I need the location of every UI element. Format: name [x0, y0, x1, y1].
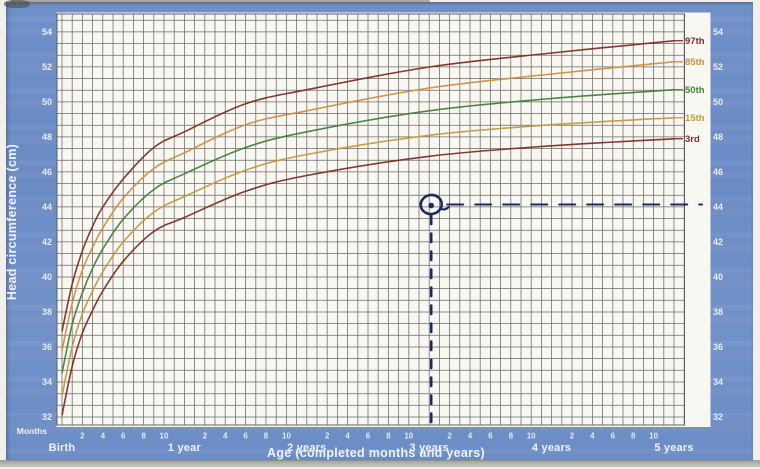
x-minor-tick-54: 6 — [611, 432, 616, 441]
y-tick-right-48: 48 — [713, 132, 723, 142]
x-year-label-5: 5 years — [654, 442, 693, 454]
percentile-label-97th: 97th — [685, 36, 705, 47]
x-minor-tick-50: 2 — [570, 432, 575, 441]
x-minor-tick-30: 6 — [366, 432, 371, 441]
y-tick-right-46: 46 — [713, 167, 723, 177]
x-minor-tick-38: 2 — [447, 432, 452, 441]
x-minor-tick-58: 10 — [649, 432, 658, 441]
x-minor-tick-20: 8 — [264, 432, 269, 441]
x-minor-tick-10: 10 — [160, 432, 169, 441]
y-tick-left-44: 44 — [42, 202, 52, 212]
y-tick-right-52: 52 — [713, 62, 723, 72]
x-minor-tick-40: 4 — [468, 432, 473, 441]
x-minor-tick-32: 8 — [386, 432, 391, 441]
x-minor-tick-8: 8 — [141, 432, 146, 441]
scan-artifact-corner-smudge — [4, 0, 30, 8]
x-year-label-2: 2 years — [287, 442, 326, 454]
annotation-circle — [419, 193, 443, 216]
y-tick-right-38: 38 — [713, 307, 723, 317]
y-tick-right-32: 32 — [713, 412, 723, 422]
x-minor-tick-22: 10 — [282, 432, 291, 441]
x-minor-tick-34: 10 — [404, 432, 413, 441]
percentile-curve-15th — [61, 117, 675, 397]
x-minor-tick-16: 4 — [223, 432, 228, 441]
x-year-label-1: 1 year — [168, 442, 202, 454]
y-tick-right-34: 34 — [713, 377, 723, 387]
plot-area — [56, 12, 711, 427]
x-minor-tick-44: 8 — [509, 432, 514, 441]
y-tick-left-40: 40 — [42, 272, 52, 282]
x-minor-tick-56: 8 — [631, 432, 636, 441]
y-tick-right-50: 50 — [713, 97, 723, 107]
percentile-curve-85th — [61, 61, 675, 351]
x-minor-tick-4: 4 — [101, 432, 106, 441]
x-year-label-3: 3 years — [410, 442, 449, 454]
scan-artifact-top-streak — [10, 0, 430, 3]
percentile-curve-50th — [61, 88, 675, 374]
grid-border — [56, 13, 685, 426]
annotation-point-dot — [428, 202, 435, 209]
y-tick-left-50: 50 — [42, 97, 52, 107]
y-tick-right-40: 40 — [713, 272, 723, 282]
y-tick-left-32: 32 — [42, 412, 52, 422]
x-year-label-0: Birth — [49, 442, 76, 454]
annotation-pen-tail — [439, 206, 450, 211]
x-minor-tick-46: 10 — [527, 432, 536, 441]
y-tick-left-52: 52 — [42, 62, 52, 72]
y-tick-left-46: 46 — [42, 167, 52, 177]
scan-artifact-bottom-strip — [0, 460, 760, 467]
x-minor-tick-28: 4 — [345, 432, 350, 441]
x-minor-tick-42: 6 — [488, 432, 493, 441]
x-minor-tick-6: 6 — [121, 432, 126, 441]
x-minor-tick-2: 2 — [80, 432, 85, 441]
y-tick-right-54: 54 — [713, 27, 723, 37]
percentile-curve-97th — [61, 40, 675, 332]
x-minor-tick-18: 6 — [243, 432, 248, 441]
percentile-label-15th: 15th — [685, 113, 705, 124]
percentile-label-50th: 50th — [685, 85, 705, 96]
percentile-label-3rd: 3rd — [685, 134, 700, 145]
x-year-label-4: 4 years — [532, 442, 571, 454]
y-tick-left-54: 54 — [42, 27, 52, 37]
x-minor-tick-52: 4 — [590, 432, 595, 441]
x-minor-tick-26: 2 — [325, 432, 330, 441]
y-tick-left-34: 34 — [42, 377, 52, 387]
grid-lines — [57, 14, 685, 425]
months-axis-caption: Months — [17, 426, 47, 436]
y-tick-right-42: 42 — [713, 237, 723, 247]
y-tick-right-44: 44 — [713, 202, 723, 212]
y-tick-left-42: 42 — [42, 237, 52, 247]
percentile-curve-3rd — [61, 138, 675, 416]
y-tick-left-38: 38 — [42, 307, 52, 317]
y-tick-left-48: 48 — [42, 132, 52, 142]
percentile-label-85th: 85th — [685, 57, 705, 68]
x-minor-tick-14: 2 — [203, 432, 208, 441]
y-tick-right-36: 36 — [713, 342, 723, 352]
y-tick-left-36: 36 — [42, 342, 52, 352]
y-axis-title: Head circumference (cm) — [5, 144, 19, 300]
x-axis-title: Age (completed months and years) — [267, 446, 485, 460]
